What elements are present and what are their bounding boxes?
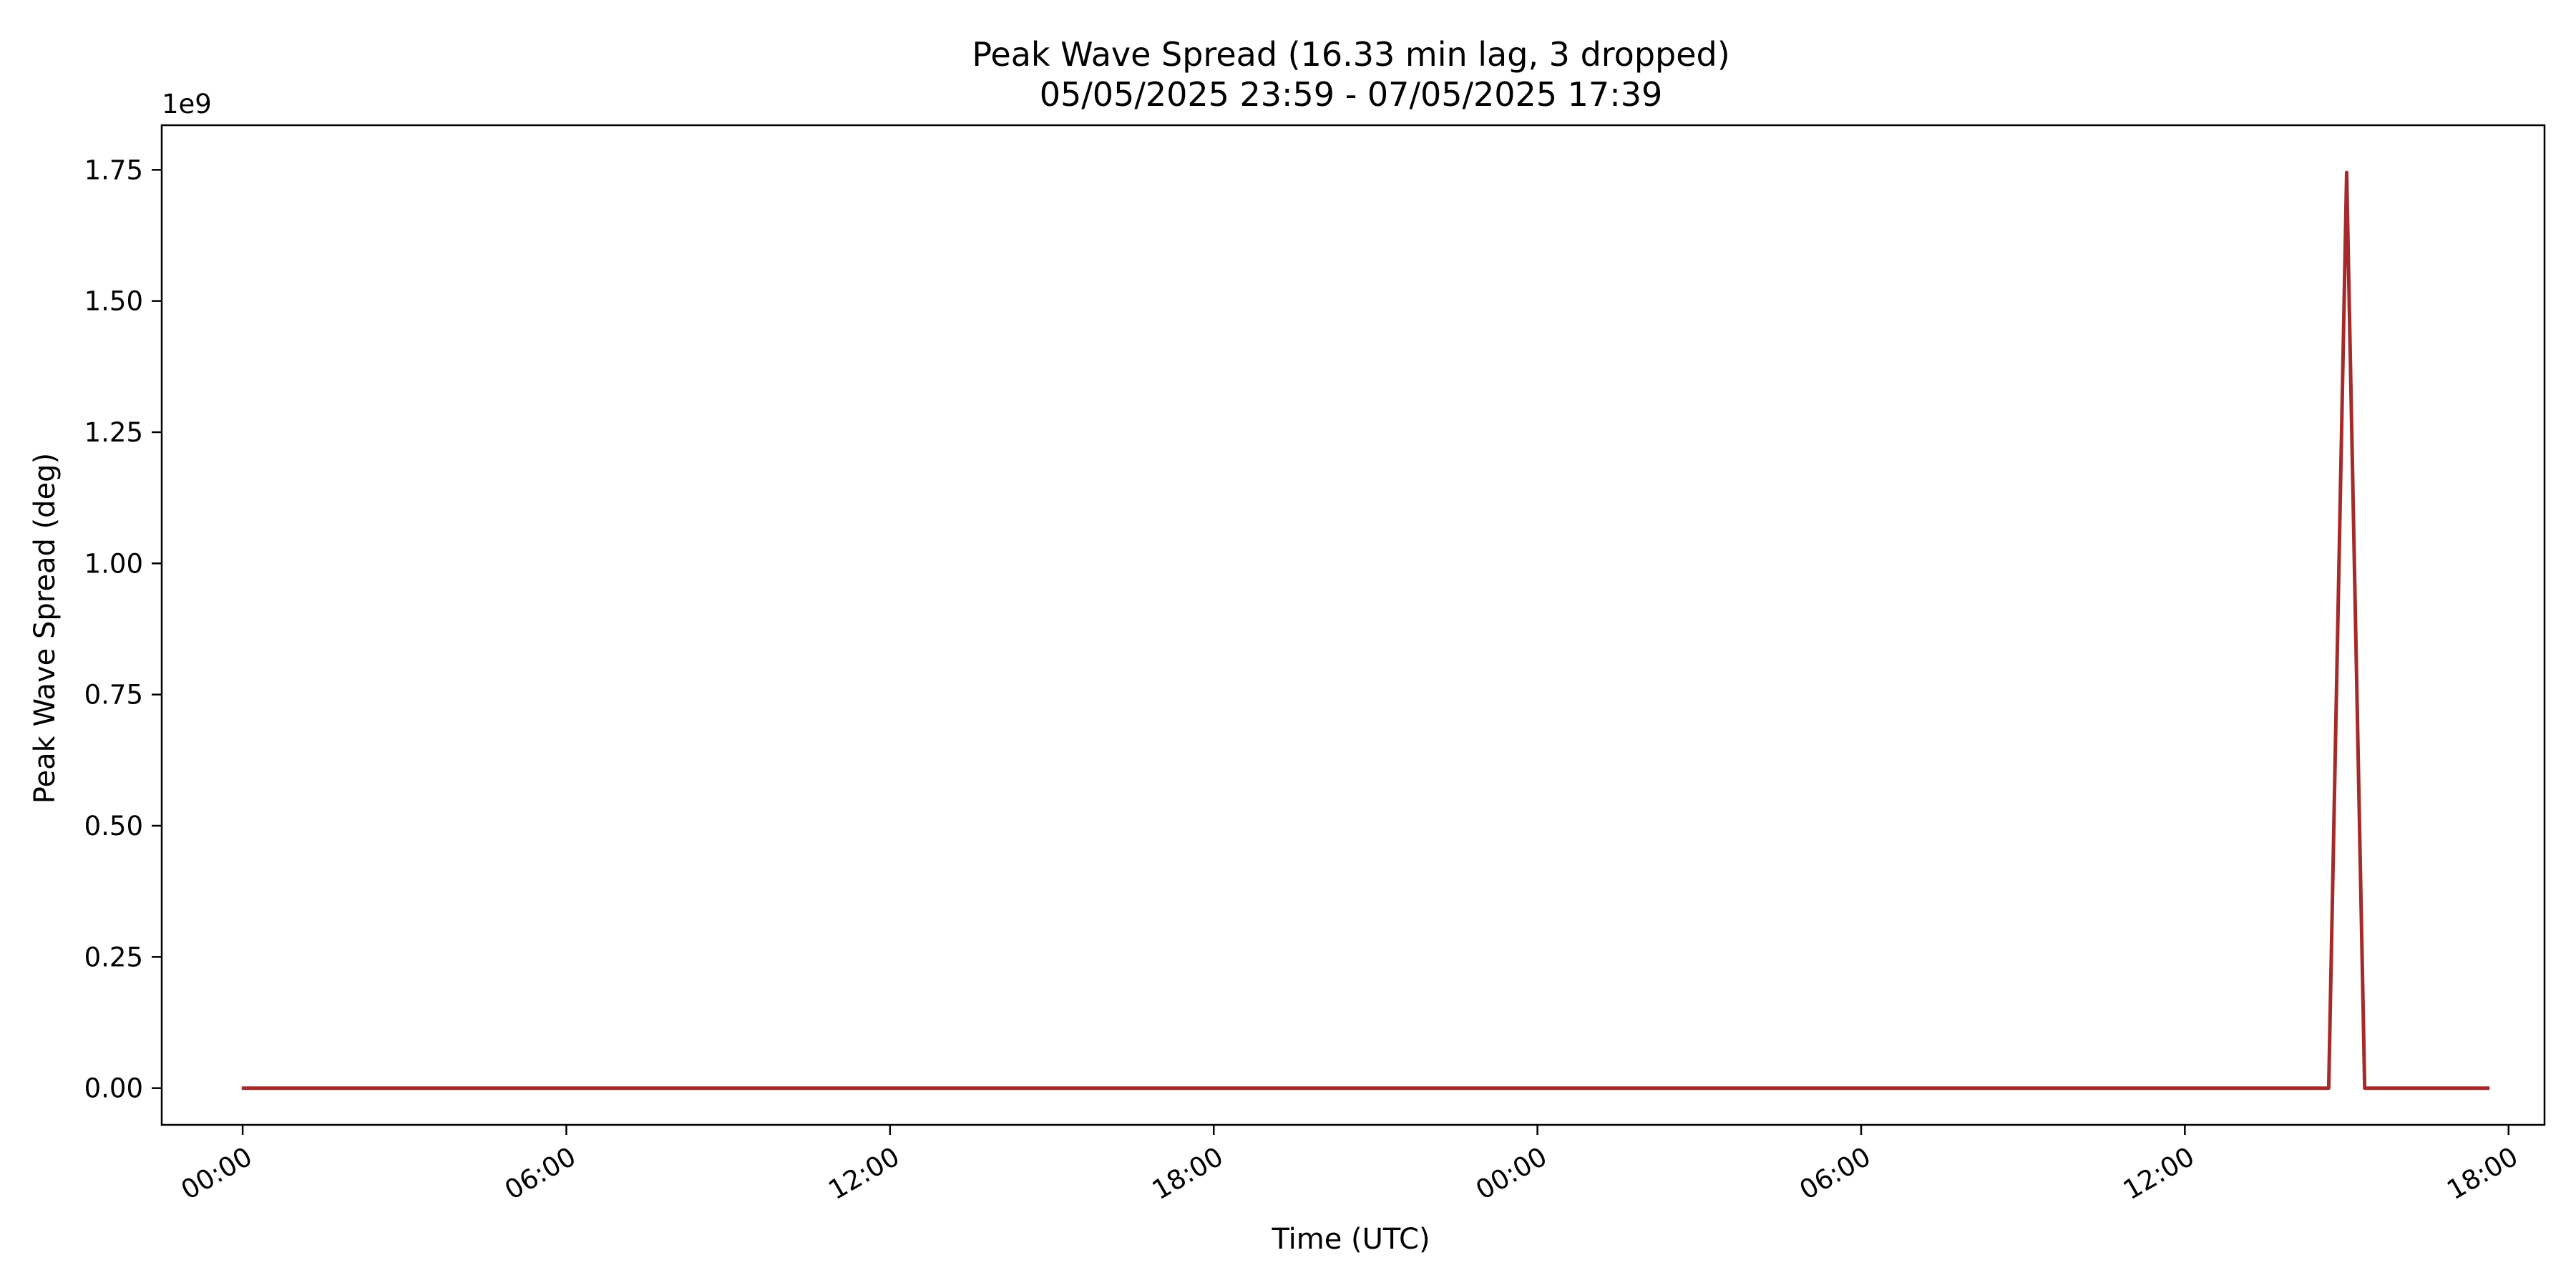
chart-title: Peak Wave Spread (16.33 min lag, 3 dropp…: [972, 35, 1729, 74]
y-tick-label-2: 0.50: [84, 811, 143, 841]
y-offset-label: 1e9: [162, 89, 212, 119]
y-tick-label-3: 0.75: [84, 680, 143, 711]
y-tick-label-6: 1.50: [84, 286, 143, 317]
y-tick-label-1: 0.25: [84, 942, 143, 972]
y-tick-label-4: 1.00: [84, 548, 143, 579]
y-tick-label-0: 0.00: [84, 1073, 143, 1104]
y-tick-label-5: 1.25: [84, 417, 143, 448]
series-line-0: [241, 170, 2490, 1091]
y-axis-label: Peak Wave Spread (deg): [29, 453, 62, 804]
chart-subtitle: 05/05/2025 23:59 - 07/05/2025 17:39: [1040, 75, 1662, 114]
y-tick-label-7: 1.75: [84, 155, 143, 185]
axes-frame: [160, 124, 2546, 1126]
x-axis-label: Time (UTC): [1271, 1223, 1430, 1256]
